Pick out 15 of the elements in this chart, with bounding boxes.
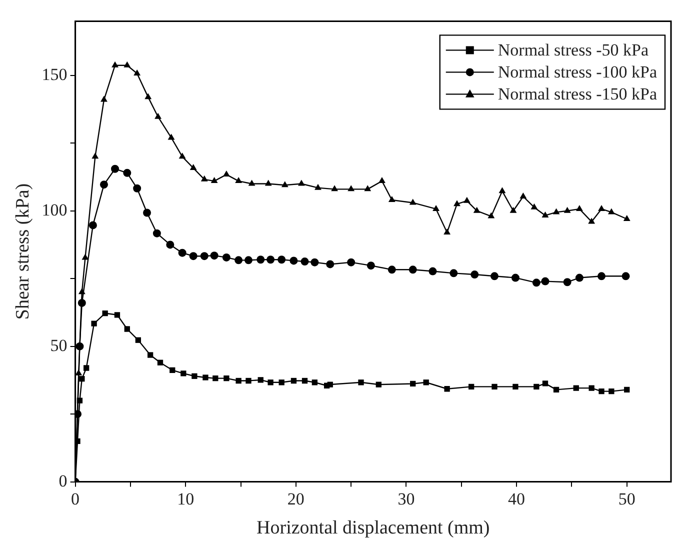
x-tick-label: 20 [287,489,304,508]
x-axis-title: Horizontal displacement (mm) [256,518,490,539]
legend-label: Normal stress -150 kPa [498,84,658,104]
x-tick-label: 50 [618,489,636,508]
y-axis-title: Shear stress (kPa) [12,183,34,320]
y-tick-label: 0 [58,471,68,490]
y-tick-label: 100 [42,200,68,220]
y-tick-label: 50 [50,336,68,355]
x-tick-label: 10 [177,489,194,508]
legend-label: Normal stress -100 kPa [498,62,658,82]
x-tick-label: 40 [508,489,526,508]
x-tick-label: 30 [398,489,415,508]
legend-label: Normal stress -50 kPa [498,40,649,60]
y-tick-label: 150 [42,64,68,84]
x-tick-label: 0 [71,489,80,508]
